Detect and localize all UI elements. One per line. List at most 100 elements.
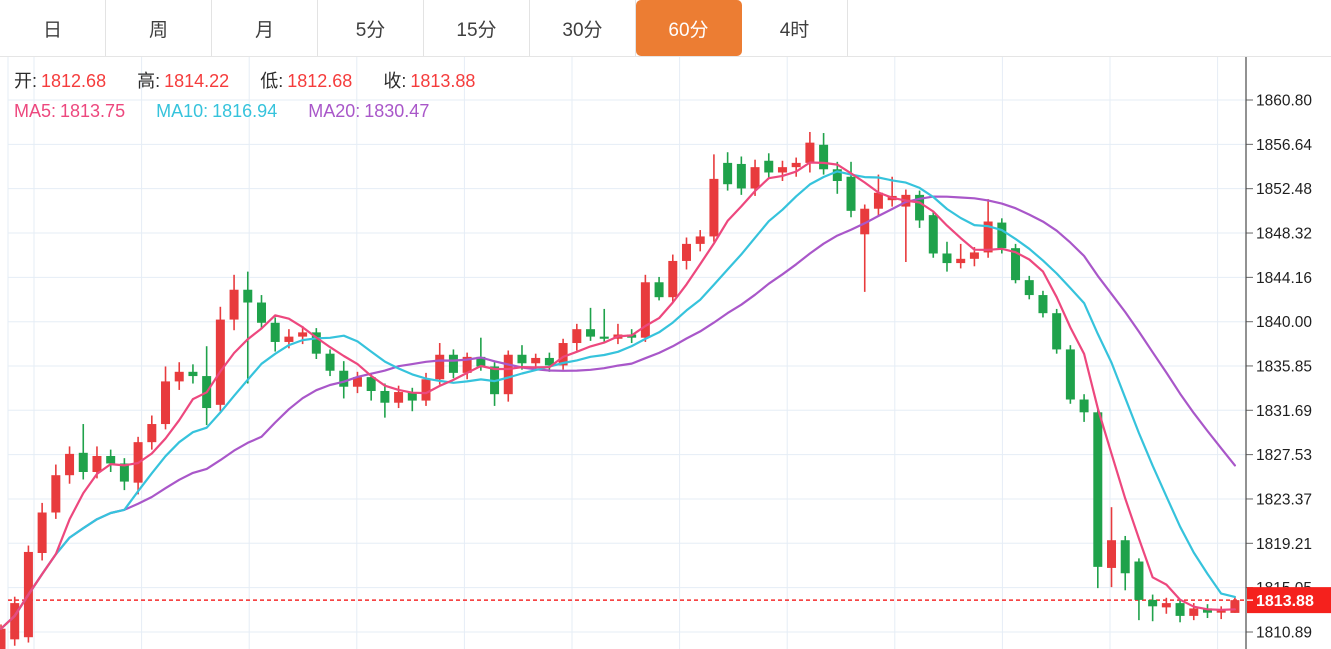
candle-down	[1079, 399, 1089, 413]
candle-up	[531, 357, 541, 364]
candle-up	[92, 456, 102, 472]
candle-up	[284, 336, 294, 342]
tab-30min[interactable]: 30分	[530, 0, 636, 56]
candle-down	[1134, 561, 1144, 600]
y-axis-label: 1860.80	[1256, 93, 1312, 110]
ma10-line	[0, 170, 1237, 630]
candle-down	[1038, 295, 1048, 314]
candle-down	[736, 163, 746, 189]
candle-down	[476, 356, 486, 367]
tab-5min[interactable]: 5分	[318, 0, 424, 56]
candle-up	[695, 236, 705, 244]
y-axis-label: 1856.64	[1256, 137, 1312, 154]
candle-up	[462, 356, 472, 373]
tab-4hour[interactable]: 4时	[742, 0, 848, 56]
candle-down	[832, 169, 842, 182]
candle-up	[229, 289, 239, 320]
y-axis-label: 1835.85	[1256, 358, 1312, 375]
candle-up	[750, 167, 760, 189]
candle-up	[956, 258, 966, 264]
candle-down	[448, 354, 458, 373]
candle-up	[668, 260, 678, 298]
ma5-value: 1813.75	[60, 101, 126, 121]
candle-up	[352, 377, 362, 387]
candle-up	[983, 221, 993, 253]
candle-down	[599, 336, 609, 339]
candle-down	[586, 329, 596, 337]
candle-down	[243, 289, 253, 303]
last-price-badge	[1247, 587, 1331, 614]
candle-up	[161, 381, 171, 425]
ma10-value: 1816.94	[212, 101, 278, 121]
candle-up	[147, 424, 157, 443]
open-label: 开:	[14, 71, 38, 91]
candle-up	[435, 354, 445, 380]
candle-up	[10, 603, 20, 640]
y-axis-label: 1810.89	[1256, 624, 1312, 641]
candle-down	[106, 456, 116, 464]
y-axis-label: 1844.16	[1256, 270, 1312, 287]
candle-up	[791, 162, 801, 168]
chart-canvas[interactable]: 1860.80 1856.64 1852.48 1848.32 1844.16 1840.…	[0, 57, 1331, 649]
candle-up	[215, 319, 225, 405]
candle-down	[1024, 280, 1034, 296]
candle-up	[805, 142, 815, 163]
candle-up	[503, 354, 513, 395]
candle-down	[997, 222, 1007, 249]
open-value: 1812.68	[41, 71, 107, 91]
candle-up	[65, 453, 75, 476]
candle-down	[819, 144, 829, 170]
y-axis-label: 1831.69	[1256, 403, 1312, 420]
candle-down	[723, 162, 733, 185]
low-label: 低:	[260, 71, 284, 91]
candle-up	[1107, 540, 1117, 568]
candle-down	[188, 371, 198, 377]
ma5-label: MA5:	[14, 101, 57, 121]
tab-60min[interactable]: 60分	[636, 0, 742, 56]
high-label: 高:	[137, 71, 161, 91]
candle-down	[339, 370, 349, 387]
candle-down	[256, 302, 266, 323]
candle-down	[544, 357, 554, 366]
candle-down	[1120, 540, 1130, 574]
interval-tabbar: 日 周 月 5分 15分 30分 60分 4时	[0, 0, 1331, 57]
y-axis-label: 1852.48	[1256, 181, 1312, 198]
ohlc-readout: 开: 1812.68 高: 1814.22 低: 1812.68 收: 1813.88	[14, 67, 501, 93]
tab-month[interactable]: 月	[212, 0, 318, 56]
ma20-line	[0, 195, 1237, 630]
candle-down	[1148, 599, 1158, 607]
candle-down	[654, 282, 664, 298]
y-axis-label: 1827.53	[1256, 447, 1312, 464]
close-value: 1813.88	[410, 71, 476, 91]
candle-down	[1202, 608, 1212, 613]
ma-readout: MA5: 1813.75 MA10: 1816.94 MA20: 1830.47	[14, 101, 455, 122]
candlestick-chart[interactable]: 1860.80 1856.64 1852.48 1848.32 1844.16 1840.…	[0, 57, 1331, 649]
candle-up	[37, 512, 47, 554]
y-axis-label: 1848.32	[1256, 226, 1312, 243]
candle-up	[421, 379, 431, 401]
candle-down	[1011, 248, 1021, 281]
candle-down	[1175, 603, 1185, 616]
candle-down	[311, 332, 321, 354]
candle-down	[366, 377, 376, 391]
candle-down	[325, 353, 335, 371]
y-axis-label: 1819.21	[1256, 536, 1312, 553]
close-label: 收:	[383, 71, 407, 91]
candle-up	[298, 332, 308, 337]
candle-down	[942, 253, 952, 264]
ma20-label: MA20:	[308, 101, 361, 121]
candle-down	[380, 390, 390, 403]
candle-down	[78, 452, 88, 472]
candle-down	[407, 392, 417, 401]
candle-up	[1161, 603, 1171, 608]
last-price-badge-label: 1813.88	[1256, 593, 1314, 610]
tab-15min[interactable]: 15分	[424, 0, 530, 56]
tab-week[interactable]: 周	[106, 0, 212, 56]
candle-down	[1065, 349, 1075, 400]
candle-up	[51, 475, 61, 513]
candle-down	[119, 463, 129, 482]
candle-down	[1093, 412, 1103, 567]
candle-up	[860, 208, 870, 235]
tab-day[interactable]: 日	[0, 0, 106, 56]
candle-down	[846, 176, 856, 211]
